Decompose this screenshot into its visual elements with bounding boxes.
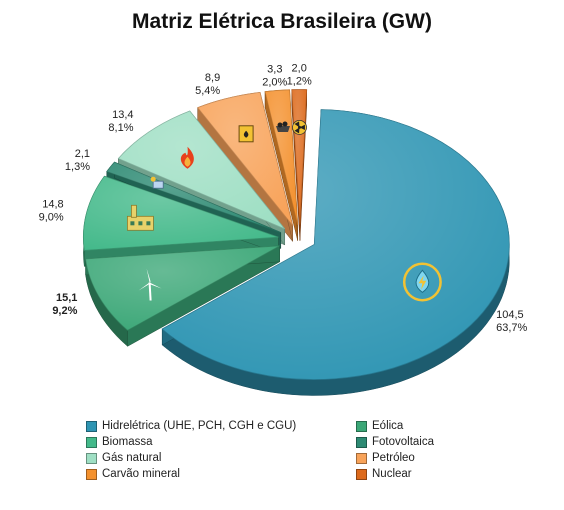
oil-drop [243, 130, 249, 138]
percent-label: 1,2% [287, 75, 312, 87]
percent-label: 1,3% [65, 161, 90, 173]
slice-gloss [197, 92, 293, 226]
slice-gloss [83, 176, 279, 251]
legend-label: Carvão mineral [102, 468, 180, 480]
legend-swatch [86, 420, 97, 432]
value-label: 3,3 [267, 63, 282, 75]
labels-layer: 104,563,7% 15,19,2% 14,89,0% 2,11,3% 13,48,1… [39, 62, 528, 334]
window [146, 221, 151, 226]
percent-label: 63,7% [496, 322, 527, 334]
legend-label: Fotovoltaica [372, 436, 435, 448]
legend-item: Carvão mineral [86, 466, 180, 482]
flame-icon [180, 146, 194, 169]
coal [277, 122, 283, 128]
chart-title: Matriz Elétrica Brasileira (GW) [132, 10, 432, 33]
coal-cart-icon [276, 121, 290, 132]
blade [149, 282, 162, 289]
radiation-blade [294, 127, 300, 134]
legend-label: Gás natural [102, 452, 162, 464]
window [138, 221, 143, 226]
legend-item: Gás natural [86, 450, 161, 466]
wind-turbine-icon [138, 268, 162, 301]
value-label: 2,1 [75, 148, 90, 160]
slice-gloss [118, 111, 285, 229]
biomass-factory-icon [126, 204, 154, 231]
legend-item: Fotovoltaica [356, 434, 434, 450]
percent-label: 9,0% [39, 211, 64, 223]
hydro-icon [402, 262, 442, 302]
slice-gloss [85, 245, 280, 331]
legend-swatch [356, 452, 367, 464]
sun [150, 176, 156, 182]
flame-inner [184, 156, 191, 167]
legend-swatch [86, 452, 97, 464]
chimney [130, 204, 137, 218]
cart [276, 126, 290, 132]
legend-swatch [356, 436, 367, 448]
solar-panel-icon [150, 176, 164, 189]
value-label: 2,0 [292, 62, 307, 74]
slice-gloss [265, 89, 298, 225]
hydro-ring [402, 262, 442, 302]
blade [146, 268, 151, 283]
radiation-blade [294, 121, 300, 128]
value-label: 14,8 [42, 198, 63, 210]
legend-item: Hidrelétrica (UHE, PCH, CGH e CGU) [86, 418, 296, 434]
percent-label: 8,1% [108, 122, 133, 134]
tower [148, 282, 152, 301]
legend-item: Biomassa [86, 434, 153, 450]
legend-swatch [86, 468, 97, 480]
legend-swatch [86, 436, 97, 448]
bolt [418, 275, 427, 290]
legend-item: Nuclear [356, 466, 412, 482]
value-label: 15,1 [56, 292, 77, 304]
coal [282, 121, 288, 127]
value-label: 13,4 [112, 109, 133, 121]
legend-label: Nuclear [372, 468, 412, 480]
legend-swatch [356, 420, 367, 432]
oil-barrel-icon [238, 125, 254, 143]
legend-label: Petróleo [372, 452, 415, 464]
legend-label: Hidrelétrica (UHE, PCH, CGH e CGU) [102, 420, 297, 432]
slice-gloss [162, 109, 510, 380]
radiation-icon [292, 120, 307, 135]
slice-gloss [106, 162, 281, 233]
legend-label: Eólica [372, 420, 404, 432]
legend-item: Eólica [356, 418, 403, 434]
slices-layer [82, 89, 510, 396]
percent-label: 5,4% [195, 85, 220, 97]
percent-label: 9,2% [52, 305, 77, 317]
legend-swatch [356, 468, 367, 480]
pie-chart: 104,563,7% 15,19,2% 14,89,0% 2,11,3% 13,48,1… [39, 62, 528, 396]
legend-item: Petróleo [356, 450, 415, 466]
window [130, 221, 135, 226]
value-label: 8,9 [205, 72, 220, 84]
blade [138, 282, 150, 291]
value-label: 104,5 [496, 309, 524, 321]
percent-label: 2,0% [262, 76, 287, 88]
legend-label: Biomassa [102, 436, 153, 448]
radiation-blade [299, 124, 305, 131]
panel [152, 180, 164, 189]
